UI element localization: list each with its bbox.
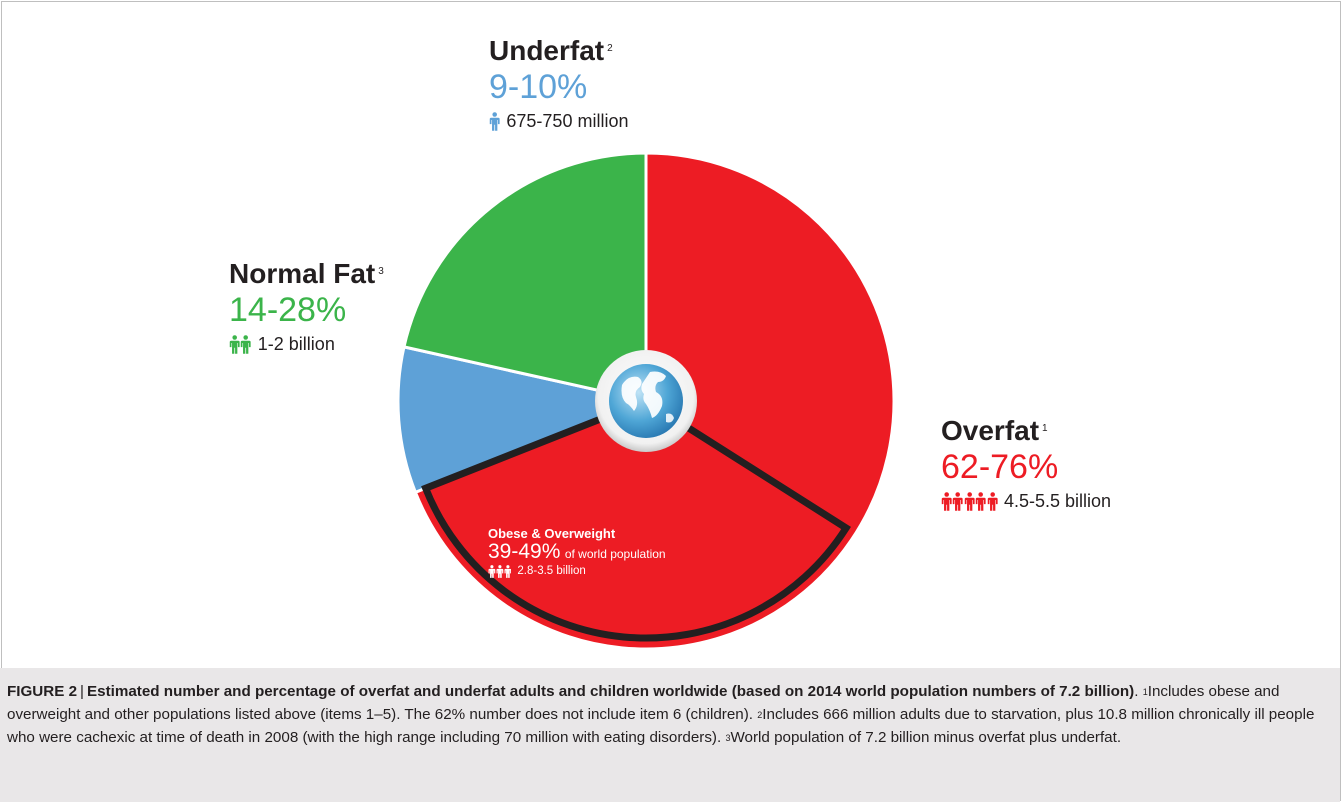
- globe-icon: [595, 350, 697, 452]
- person-icon: [488, 564, 511, 578]
- pie-slice-normal-fat: [402, 151, 648, 403]
- caption-note-3: 3World population of 7.2 billion minus o…: [725, 729, 1122, 746]
- underfat-label: Underfat 2 9-10% 675-750 million: [489, 36, 628, 132]
- person-icon: [489, 111, 500, 131]
- person-icon: [504, 564, 511, 578]
- person-icon: [229, 334, 240, 354]
- obese-overweight-label: Obese & Overweight 39-49% of world popul…: [488, 526, 666, 579]
- normal-fat-percentage: 14-28%: [229, 291, 347, 329]
- person-icon: [975, 491, 986, 511]
- figure-caption: FIGURE 2 | Estimated number and percentage…: [0, 668, 1340, 802]
- underfat-count: 675-750 million: [489, 110, 628, 132]
- overfat-percentage: 62-76%: [941, 448, 1059, 486]
- overfat-count: 4.5-5.5 billion: [941, 490, 1111, 512]
- caption-note-1: 1Includes obese and overweight and other…: [7, 683, 1280, 723]
- underfat-percentage: 9-10%: [489, 68, 588, 106]
- obese-overweight-name: Obese & Overweight: [488, 526, 616, 541]
- obese-overweight-percentage: 39-49% of world population: [488, 540, 666, 563]
- obese-overweight-outline: [421, 397, 851, 642]
- caption-separator: |: [80, 683, 84, 700]
- normal-fat-count: 1-2 billion: [229, 333, 384, 355]
- pie-chart: [396, 151, 896, 651]
- normal-fat-label: Normal Fat 3 14-28% 1-2 billion: [229, 259, 384, 355]
- person-icon: [488, 564, 496, 578]
- person-icon: [941, 491, 952, 511]
- person-icon: [941, 491, 998, 511]
- person-icon: [229, 334, 252, 354]
- person-icon: [241, 334, 252, 354]
- underfat-name: Underfat 2: [489, 35, 613, 66]
- person-icon: [964, 491, 975, 511]
- person-icon: [489, 111, 500, 131]
- person-icon: [953, 491, 964, 511]
- person-icon: [496, 564, 504, 578]
- person-icon: [987, 491, 998, 511]
- caption-note-2: 2Includes 666 million adults due to star…: [7, 706, 1315, 746]
- normal-fat-name: Normal Fat 3: [229, 258, 384, 289]
- pie-slice-underfat: [396, 345, 652, 495]
- obese-overweight-count: 2.8-3.5 billion: [488, 563, 666, 579]
- overfat-name: Overfat 1: [941, 415, 1048, 446]
- caption-title: Estimated number and percentage of overf…: [87, 683, 1135, 700]
- caption-label: FIGURE 2: [7, 683, 78, 700]
- overfat-label: Overfat 1 62-76% 4.5-5.5 billion: [941, 416, 1111, 512]
